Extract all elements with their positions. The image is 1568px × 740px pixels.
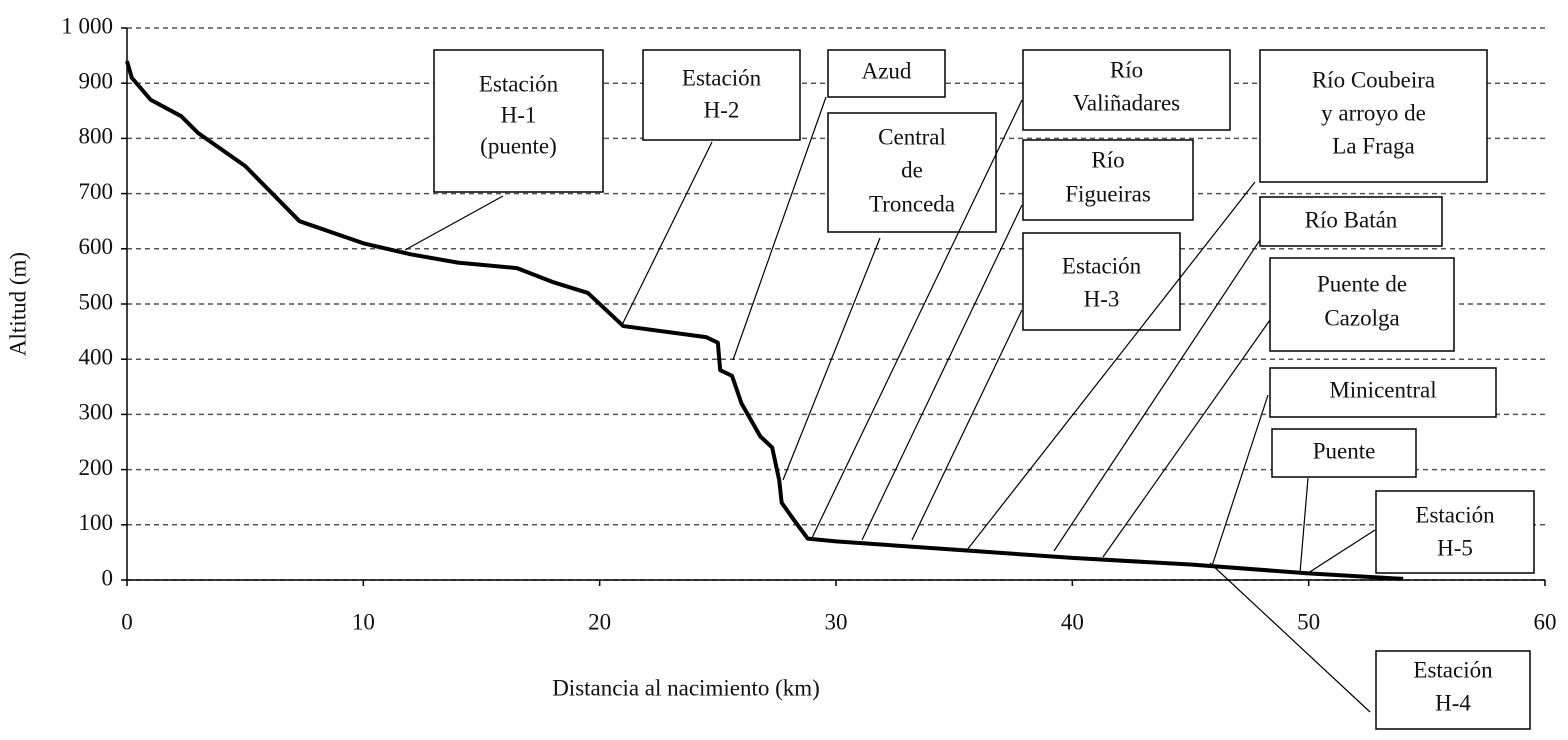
x-tick-label: 20 bbox=[588, 609, 611, 634]
annotation-text: H-1 bbox=[501, 102, 537, 127]
annotation-text: H-4 bbox=[1435, 690, 1471, 715]
x-tick-label: 60 bbox=[1534, 609, 1557, 634]
annotation-box bbox=[1375, 650, 1531, 730]
annotation-text: Río Coubeira bbox=[1312, 67, 1435, 92]
annotation-box bbox=[1259, 49, 1488, 183]
annotation-box bbox=[1271, 428, 1417, 478]
y-axis-label: Altitud (m) bbox=[5, 252, 30, 356]
annotation-text: Estación bbox=[1413, 657, 1493, 682]
annotation-text: Azud bbox=[862, 58, 912, 83]
annotation-box bbox=[1375, 490, 1535, 574]
y-tick-label: 1 000 bbox=[61, 13, 113, 38]
leader-line bbox=[1102, 319, 1271, 558]
y-tick-label: 500 bbox=[79, 289, 114, 314]
leader-line bbox=[621, 141, 713, 326]
annotation-text: Minicentral bbox=[1329, 377, 1436, 402]
annotation-text: H-5 bbox=[1437, 535, 1473, 560]
leader-line bbox=[404, 195, 504, 251]
annotation-text: H-2 bbox=[704, 97, 740, 122]
annotation-box bbox=[1022, 49, 1231, 131]
annotation-text: Figueiras bbox=[1065, 181, 1151, 206]
leader-line bbox=[1209, 562, 1371, 713]
annotation-box bbox=[1269, 257, 1455, 352]
annotation-text: Estación bbox=[479, 71, 559, 96]
x-tick-label: 50 bbox=[1297, 609, 1320, 634]
annotation-text: Tronceda bbox=[869, 191, 955, 216]
annotation-text: Estación bbox=[682, 65, 762, 90]
annotation-box bbox=[642, 49, 801, 141]
y-tick-label: 200 bbox=[79, 455, 114, 480]
annotation-text: Estación bbox=[1415, 502, 1495, 527]
leader-line bbox=[1053, 239, 1261, 552]
y-tick-label: 600 bbox=[79, 234, 114, 259]
annotation-box bbox=[1269, 367, 1497, 418]
leader-line bbox=[861, 204, 1023, 541]
y-tick-label: 400 bbox=[79, 344, 114, 369]
y-tick-label: 100 bbox=[79, 510, 114, 535]
annotation-text: de bbox=[901, 157, 923, 182]
leader-line bbox=[911, 309, 1023, 541]
annotation-text: Cazolga bbox=[1324, 305, 1399, 330]
annotation-text: Central bbox=[878, 124, 946, 149]
annotation-text: Río bbox=[1091, 147, 1124, 172]
annotation-text: Estación bbox=[1062, 253, 1142, 278]
leader-line bbox=[1304, 529, 1376, 576]
y-tick-label: 700 bbox=[79, 179, 114, 204]
leader-line bbox=[810, 99, 1023, 541]
annotation-box bbox=[433, 49, 604, 193]
annotation-text: H-3 bbox=[1084, 286, 1120, 311]
leader-line bbox=[732, 96, 827, 361]
leader-line bbox=[782, 237, 881, 481]
annotation-text: Río bbox=[1110, 57, 1143, 82]
y-tick-label: 800 bbox=[79, 124, 114, 149]
y-tick-label: 0 bbox=[102, 565, 114, 590]
annotation-box bbox=[1022, 232, 1181, 331]
annotation-box bbox=[1259, 196, 1443, 247]
y-tick-label: 300 bbox=[79, 400, 114, 425]
annotation-text: (puente) bbox=[480, 133, 557, 158]
annotation-text: La Fraga bbox=[1332, 133, 1414, 158]
leader-line bbox=[1211, 394, 1269, 567]
leader-line bbox=[1299, 477, 1309, 574]
x-tick-label: 40 bbox=[1061, 609, 1084, 634]
annotation-text: Puente bbox=[1313, 438, 1376, 463]
y-tick-label: 900 bbox=[79, 68, 114, 93]
annotation-box bbox=[827, 49, 946, 98]
x-tick-label: 0 bbox=[121, 609, 133, 634]
annotation-text: Valiñadares bbox=[1073, 90, 1180, 115]
annotation-text: y arroyo de bbox=[1321, 100, 1426, 125]
x-tick-label: 30 bbox=[825, 609, 848, 634]
x-axis-label: Distancia al nacimiento (km) bbox=[552, 675, 820, 700]
x-tick-label: 10 bbox=[352, 609, 375, 634]
annotation-text: Puente de bbox=[1317, 271, 1407, 296]
annotation-text: Río Batán bbox=[1305, 207, 1398, 232]
annotation-box bbox=[1022, 139, 1194, 221]
leader-line bbox=[966, 181, 1256, 551]
profile-line bbox=[125, 60, 1404, 581]
